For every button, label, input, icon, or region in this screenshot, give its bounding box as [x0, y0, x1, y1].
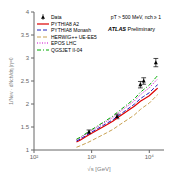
svg-text:2.5: 2.5 — [21, 78, 30, 84]
html-text:HERWIG++ UE-EE5: HERWIG++ UE-EE5 — [51, 33, 97, 40]
svg-text:√s [GeV]: √s [GeV] — [87, 166, 111, 172]
svg-text:3: 3 — [26, 55, 30, 61]
svg-text:1.5: 1.5 — [21, 124, 30, 130]
svg-text:10⁴: 10⁴ — [145, 154, 155, 160]
html-text:pT > 500 MeV, nch ≥ 1: pT > 500 MeV, nch ≥ 1 — [110, 14, 161, 20]
svg-text:1: 1 — [26, 147, 30, 153]
html-text:ATLAS Preliminary: ATLAS Preliminary — [108, 25, 156, 32]
html-text:PYTHIA8 A2: PYTHIA8 A2 — [51, 20, 80, 27]
svg-text:4: 4 — [26, 9, 30, 15]
svg-text:10³: 10³ — [87, 154, 96, 160]
svg-text:3.5: 3.5 — [21, 32, 30, 38]
html-text:EPOS LHC: EPOS LHC — [51, 40, 77, 46]
html-text:Data: Data — [51, 14, 62, 20]
svg-text:1/Nev · dNch/dη |η=0: 1/Nev · dNch/dη |η=0 — [8, 57, 14, 105]
html-text:QGSJET II-04: QGSJET II-04 — [51, 46, 83, 53]
svg-text:10²: 10² — [30, 154, 39, 160]
svg-text:2: 2 — [26, 101, 30, 107]
html-text:PYTHIA8 Monash: PYTHIA8 Monash — [51, 27, 91, 33]
